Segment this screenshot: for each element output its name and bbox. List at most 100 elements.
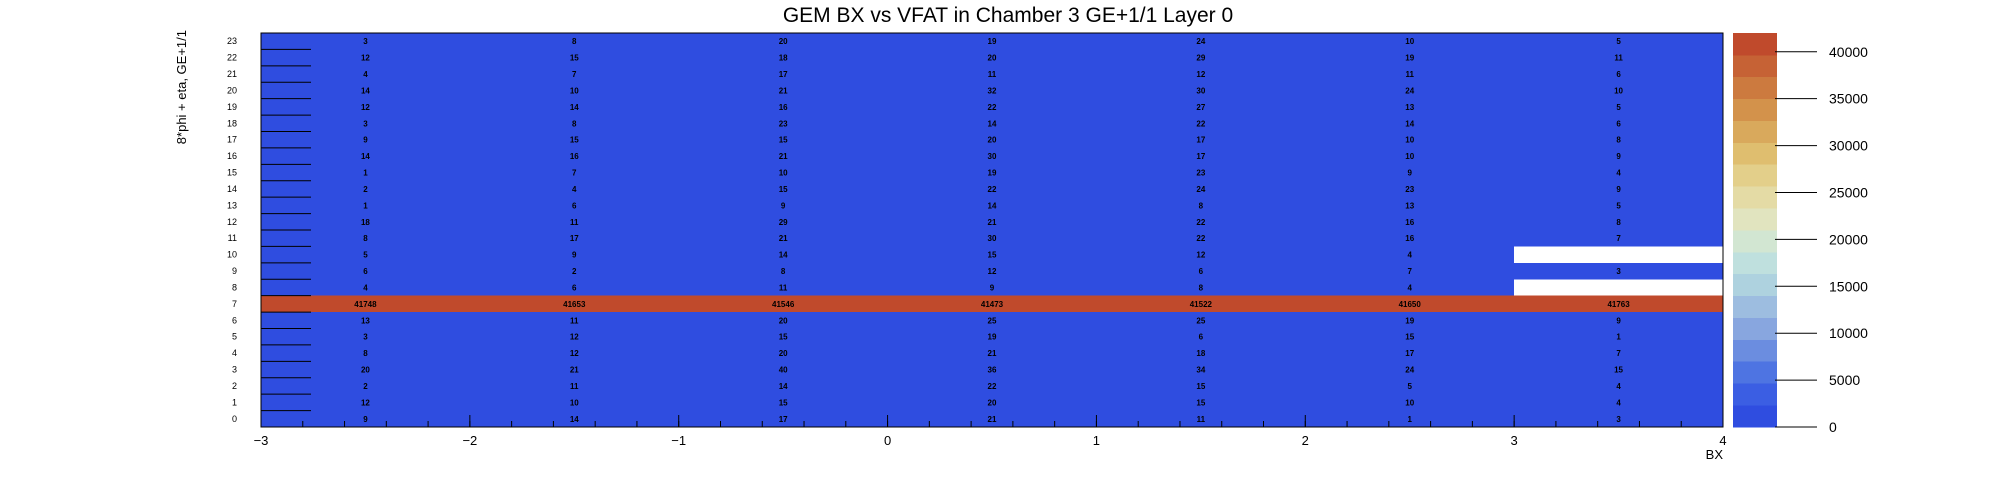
cell-value-label: 19 (988, 169, 997, 178)
cell-value-label: 24 (1405, 366, 1414, 375)
cell-value-label: 10 (1614, 86, 1623, 95)
heatmap-cell (469, 312, 679, 329)
cell-value-label: 5 (1407, 382, 1412, 391)
heatmap-cell (261, 180, 470, 198)
cell-value-label: 15 (1614, 366, 1623, 375)
heatmap-cell (1514, 164, 1723, 182)
cell-value-label: 15 (1196, 382, 1205, 391)
cell-value-label: 4 (1616, 169, 1621, 178)
cell-value-label: 11 (1197, 415, 1206, 424)
colorbar-tick-label: 35000 (1829, 91, 1868, 107)
heatmap-cell (261, 344, 470, 362)
heatmap-cell (1305, 230, 1515, 247)
cell-value-label: 12 (1196, 251, 1205, 260)
colorbar-segment (1733, 164, 1777, 187)
colorbar-segment (1733, 339, 1777, 362)
cell-value-label: 19 (988, 37, 997, 46)
x-tick-label: 2 (1302, 433, 1309, 448)
x-tick-label: −2 (462, 433, 477, 448)
cell-value-label: 2 (572, 267, 577, 276)
cell-value-label: 16 (1405, 234, 1414, 243)
heatmap-cell (1305, 33, 1515, 50)
cell-value-label: 14 (570, 415, 579, 424)
heatmap-cell (261, 246, 470, 264)
heatmap-cell (1305, 344, 1515, 362)
cell-value-label: 10 (1405, 136, 1414, 145)
heatmap-cell (887, 410, 1097, 428)
cell-value-label: 19 (988, 333, 997, 342)
cell-value-label: 8 (363, 349, 368, 358)
cell-value-label: 22 (1196, 234, 1205, 243)
colorbar-tick-label: 25000 (1829, 184, 1868, 200)
heatmap-cell (261, 279, 470, 296)
cell-value-label: 4 (1407, 251, 1412, 260)
heatmap-cell (887, 361, 1097, 379)
heatmap-cell (469, 230, 679, 247)
y-tick-label: 21 (227, 69, 237, 79)
cell-value-label: 11 (1614, 54, 1623, 63)
colorbar-segment (1733, 361, 1777, 384)
cell-value-label: 30 (988, 234, 997, 243)
cell-value-label: 16 (779, 103, 788, 112)
colorbar-tick-label: 15000 (1829, 278, 1868, 294)
colorbar-segment (1733, 76, 1777, 100)
cell-value-label: 18 (361, 218, 370, 227)
heatmap-cell (1305, 164, 1515, 182)
cell-value-label: 6 (572, 201, 577, 210)
colorbar-segment (1733, 273, 1777, 297)
cell-value-label: 24 (1405, 86, 1414, 95)
heatmap-cell (678, 180, 888, 198)
heatmap-cell (1305, 328, 1515, 346)
heatmap-cell (469, 377, 679, 395)
cell-value-label: 3 (363, 119, 368, 128)
heatmap-cell (1305, 262, 1515, 280)
heatmap-cell (1305, 82, 1515, 99)
cell-value-label: 6 (1616, 119, 1621, 128)
y-tick-label: 4 (232, 348, 237, 358)
heatmap-cell (1514, 394, 1723, 411)
y-tick-label: 22 (227, 53, 237, 63)
cell-value-label: 5 (1616, 201, 1621, 210)
cell-value-label: 12 (361, 54, 370, 63)
cell-value-label: 24 (1196, 37, 1205, 46)
heatmap-cell (261, 115, 470, 132)
heatmap-cell (887, 328, 1097, 346)
colorbar-segment (1733, 230, 1777, 253)
cell-value-label: 8 (572, 37, 577, 46)
cell-value-label: 14 (1405, 119, 1414, 128)
heatmap-cell (261, 262, 470, 280)
cell-value-label: 29 (779, 218, 788, 227)
heatmap-cell (1096, 361, 1306, 379)
cell-value-label: 14 (361, 86, 370, 95)
y-tick-label: 5 (232, 332, 237, 342)
heatmap-cell (1305, 377, 1515, 395)
cell-value-label: 15 (570, 54, 579, 63)
y-tick-label: 12 (227, 217, 237, 227)
cell-value-label: 30 (988, 152, 997, 161)
cell-value-label: 14 (988, 201, 997, 210)
cell-value-label: 8 (572, 119, 577, 128)
cell-value-label: 17 (779, 415, 788, 424)
cell-value-label: 41763 (1607, 300, 1630, 309)
heatmap-cell (469, 410, 679, 428)
heatmap-cell (1305, 295, 1515, 313)
heatmap-cell (1096, 344, 1306, 362)
y-tick-label: 23 (227, 36, 237, 46)
cell-value-label: 9 (572, 251, 577, 260)
heatmap-cell (261, 312, 470, 329)
heatmap-cell (1096, 377, 1306, 395)
colorbar-tick-label: 30000 (1829, 138, 1868, 154)
heatmap-cell (1305, 180, 1515, 198)
cell-value-label: 25 (1196, 316, 1205, 325)
cell-value-label: 8 (781, 267, 786, 276)
cell-value-label: 10 (1405, 37, 1414, 46)
heatmap-cell (469, 262, 679, 280)
heatmap-cell (1096, 98, 1306, 116)
heatmap-cell (678, 295, 888, 313)
cell-value-label: 15 (570, 136, 579, 145)
y-tick-label: 17 (227, 135, 237, 145)
cell-value-label: 23 (1196, 169, 1205, 178)
cell-value-label: 2 (363, 185, 368, 194)
heatmap-cell (678, 115, 888, 132)
